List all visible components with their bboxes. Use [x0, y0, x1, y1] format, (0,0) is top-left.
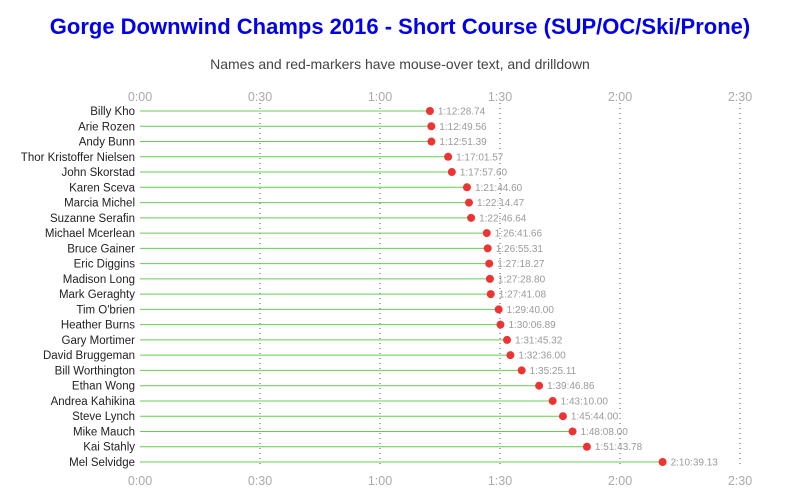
finish-time-label: 1:27:28.80: [498, 274, 546, 285]
finish-time-label: 2:10:39.13: [671, 458, 719, 469]
x-tick-label-top: 0:30: [248, 90, 272, 104]
runner-name[interactable]: Mel Selvidge: [69, 457, 135, 469]
finish-marker[interactable]: [482, 229, 491, 238]
finish-marker[interactable]: [444, 152, 453, 161]
finish-marker[interactable]: [483, 244, 492, 253]
runner-name[interactable]: Michael Mcerlean: [45, 228, 135, 240]
finish-marker[interactable]: [427, 122, 436, 131]
finish-time-label: 1:17:57.60: [460, 168, 508, 179]
finish-marker[interactable]: [425, 107, 434, 115]
chart-title: Gorge Downwind Champs 2016 - Short Cours…: [49, 14, 751, 39]
finish-time-label: 1:17:01.57: [456, 152, 504, 163]
x-tick-label-bottom: 1:00: [368, 474, 392, 488]
finish-marker[interactable]: [462, 183, 471, 192]
finish-time-label: 1:21:44.60: [475, 183, 523, 194]
finish-marker[interactable]: [485, 274, 494, 283]
finish-time-label: 1:29:40.00: [507, 305, 555, 316]
runner-name[interactable]: Arie Rozen: [78, 121, 135, 133]
finish-marker[interactable]: [558, 412, 567, 421]
finish-marker[interactable]: [485, 259, 494, 268]
runner-name[interactable]: Andrea Kahikina: [51, 396, 136, 408]
runner-name[interactable]: Billy Kho: [90, 106, 135, 118]
runner-name[interactable]: Gary Mortimer: [62, 335, 136, 347]
runner-name[interactable]: Karen Sceva: [69, 182, 135, 194]
stems: [140, 110, 663, 463]
runner-name[interactable]: Eric Diggins: [74, 259, 136, 271]
finish-time-label: 1:27:41.08: [499, 290, 547, 301]
runner-name[interactable]: Andy Bunn: [79, 137, 135, 149]
finish-time-label: 1:32:36.00: [518, 351, 566, 362]
finish-time-label: 1:31:45.32: [515, 335, 563, 346]
runner-name[interactable]: Thor Kristoffer Nielsen: [21, 152, 135, 164]
x-tick-label-bottom: 1:30: [488, 474, 512, 488]
x-tick-label-top: 2:30: [728, 90, 752, 104]
finish-marker[interactable]: [517, 366, 526, 375]
x-tick-label-bottom: 0:00: [128, 474, 152, 488]
finish-marker[interactable]: [506, 351, 515, 360]
axis-ticks: 0:00 0:00 0:30 0:30 1:00 1:00 1:30 1:30 2:00 2:00…: [128, 90, 752, 488]
runner-name[interactable]: Tim O'brien: [76, 304, 135, 316]
finish-marker[interactable]: [658, 458, 667, 466]
x-tick-label-top: 0:00: [128, 90, 152, 104]
time-labels: 1:12:28.74 1:12:49.56 1:12:51.39 1:17:01.57…: [438, 107, 718, 469]
runner-name[interactable]: Mike Mauch: [73, 426, 135, 438]
x-tick-label-bottom: 0:30: [248, 474, 272, 488]
finish-time-label: 1:27:18.27: [497, 259, 545, 270]
finish-time-label: 1:35:25.11: [530, 366, 577, 377]
runner-name[interactable]: Kai Stahly: [83, 442, 135, 454]
x-tick-label-bottom: 2:30: [728, 474, 752, 488]
finish-time-label: 1:45:44.00: [571, 412, 619, 423]
finish-marker[interactable]: [568, 427, 577, 436]
finish-marker[interactable]: [467, 213, 476, 222]
runner-name[interactable]: Heather Burns: [61, 320, 135, 332]
finish-time-label: 1:26:41.66: [495, 229, 543, 240]
finish-marker[interactable]: [464, 198, 473, 207]
finish-marker[interactable]: [486, 290, 495, 299]
x-tick-label-top: 2:00: [608, 90, 632, 104]
markers: [425, 107, 667, 466]
runner-name[interactable]: Suzanne Serafin: [50, 213, 135, 225]
finish-marker[interactable]: [427, 137, 436, 146]
x-tick-label-top: 1:00: [368, 90, 392, 104]
finish-time-label: 1:12:51.39: [439, 137, 487, 148]
runner-name[interactable]: Marcia Michel: [64, 198, 135, 210]
finish-time-label: 1:12:28.74: [438, 107, 486, 118]
x-tick-label-top: 1:30: [488, 90, 512, 104]
finish-marker[interactable]: [496, 320, 505, 329]
runner-name[interactable]: Steve Lynch: [72, 411, 135, 423]
finish-marker[interactable]: [548, 396, 557, 405]
runner-name[interactable]: Bill Worthington: [55, 365, 135, 377]
finish-time-label: 1:51:43.78: [595, 442, 643, 453]
finish-marker[interactable]: [535, 381, 544, 390]
finish-marker[interactable]: [582, 442, 591, 451]
finish-time-label: 1:43:10.00: [561, 396, 609, 407]
runner-name[interactable]: Ethan Wong: [72, 381, 135, 393]
runner-name[interactable]: John Skorstad: [61, 167, 135, 179]
chart-subtitle: Names and red-markers have mouse-over te…: [210, 56, 590, 72]
runner-name[interactable]: Madison Long: [63, 274, 135, 286]
x-tick-label-bottom: 2:00: [608, 474, 632, 488]
finish-time-label: 1:30:06.89: [508, 320, 556, 331]
runner-name[interactable]: Bruce Gainer: [67, 243, 135, 255]
finish-marker[interactable]: [494, 305, 503, 314]
finish-time-label: 1:39:46.86: [547, 381, 595, 392]
finish-time-label: 1:48:08.00: [581, 427, 629, 438]
finish-marker[interactable]: [503, 335, 512, 344]
runner-name[interactable]: David Bruggeman: [43, 350, 135, 362]
finish-time-label: 1:22:14.47: [477, 198, 525, 209]
finish-time-label: 1:22:46.64: [479, 213, 527, 224]
runner-names: Billy Kho Arie Rozen Andy Bunn Thor Kristof…: [21, 106, 136, 469]
grid-lines: [259, 103, 741, 468]
finish-time-label: 1:12:49.56: [439, 122, 487, 133]
runner-name[interactable]: Mark Geraghty: [59, 289, 135, 301]
finish-marker[interactable]: [447, 168, 456, 177]
finish-time-label: 1:26:55.31: [496, 244, 544, 255]
